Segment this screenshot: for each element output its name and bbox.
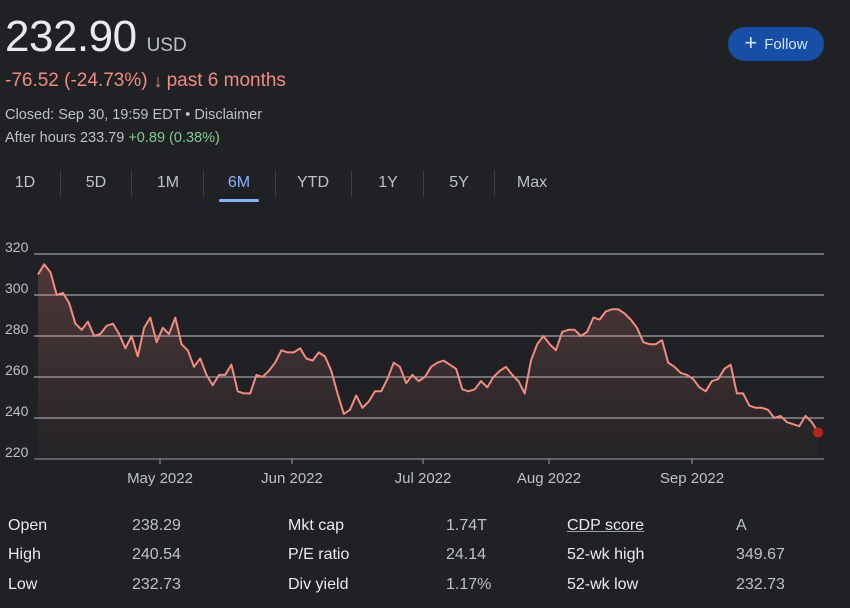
y-tick-label: 300: [5, 280, 29, 296]
y-tick-label: 320: [5, 240, 29, 255]
tab-ytd[interactable]: YTD: [297, 174, 329, 191]
stat-value-52wk-high: 349.67: [736, 546, 785, 563]
stat-value-div-yield: 1.17%: [446, 576, 492, 593]
x-tick-label: Jul 2022: [395, 470, 452, 487]
price-change: -76.52 (-24.73%): [5, 70, 148, 91]
tab-divider: [275, 170, 276, 196]
tab-divider: [423, 170, 424, 196]
tab-1y[interactable]: 1Y: [378, 174, 398, 191]
stat-label-52wk-low: 52-wk low: [567, 576, 639, 593]
tab-1d[interactable]: 1D: [14, 174, 36, 191]
stat-value-low: 232.73: [132, 576, 181, 593]
y-tick-label: 240: [5, 403, 29, 419]
stat-value-mkt-cap: 1.74T: [446, 517, 487, 534]
x-tick-label: Aug 2022: [517, 470, 581, 487]
tab-divider: [494, 170, 495, 196]
stat-value-open: 238.29: [132, 517, 181, 534]
tab-divider: [131, 170, 132, 196]
follow-label: Follow: [764, 35, 808, 53]
stat-label-open: Open: [8, 517, 48, 534]
tab-5y[interactable]: 5Y: [449, 174, 469, 191]
stat-value-high: 240.54: [132, 546, 181, 563]
current-price: 232.90: [5, 12, 137, 61]
last-price-dot: [813, 427, 823, 438]
tab-divider: [203, 170, 204, 196]
stat-label-high: High: [8, 546, 41, 563]
stat-label-div-yield: Div yield: [288, 576, 349, 593]
after-hours-price: After hours 233.79: [5, 130, 125, 146]
price-header: 232.90 USD: [5, 12, 187, 62]
y-tick-label: 260: [5, 362, 29, 378]
x-tick-label: May 2022: [127, 470, 193, 487]
stat-label-52wk-high: 52-wk high: [567, 546, 645, 563]
cdp-score-link[interactable]: CDP score: [567, 517, 645, 534]
after-hours-change: +0.89 (0.38%): [128, 130, 220, 146]
currency: USD: [146, 35, 187, 56]
y-tick-label: 280: [5, 321, 29, 337]
x-tick-label: Jun 2022: [261, 470, 323, 487]
tab-divider: [351, 170, 352, 196]
change-period: past 6 months: [166, 70, 286, 91]
tab-5d[interactable]: 5D: [85, 174, 107, 191]
y-tick-label: 220: [5, 444, 29, 460]
range-tabs: 1D 5D 1M 6M YTD 1Y 5Y Max: [0, 166, 580, 202]
follow-button[interactable]: + Follow: [728, 27, 824, 61]
price-line: [37, 263, 819, 433]
closed-info: Closed: Sep 30, 19:59 EDT • Disclaimer: [5, 107, 263, 123]
stat-value-52wk-low: 232.73: [736, 576, 785, 593]
after-hours-info: After hours 233.79 +0.89 (0.38%): [5, 130, 220, 146]
stat-value-cdp-score: A: [736, 517, 747, 534]
tab-1m[interactable]: 1M: [156, 174, 180, 191]
arrow-down-icon: ↓: [153, 70, 163, 91]
tab-6m[interactable]: 6M: [219, 166, 259, 202]
stat-value-pe-ratio: 24.14: [446, 546, 487, 563]
price-chart[interactable]: 220 240 260 280 300 320 May 2022 Jun 2022 Jul 2…: [0, 240, 850, 495]
tab-max[interactable]: Max: [516, 174, 548, 191]
price-change-row: -76.52 (-24.73%) ↓ past 6 months: [5, 70, 286, 92]
plus-icon: +: [744, 30, 758, 55]
price-area: [38, 264, 818, 459]
x-tick-label: Sep 2022: [660, 470, 724, 487]
stat-label-mkt-cap: Mkt cap: [288, 517, 345, 534]
tab-divider: [60, 170, 61, 196]
stat-label-pe-ratio: P/E ratio: [288, 546, 350, 563]
stat-label-low: Low: [8, 576, 38, 593]
